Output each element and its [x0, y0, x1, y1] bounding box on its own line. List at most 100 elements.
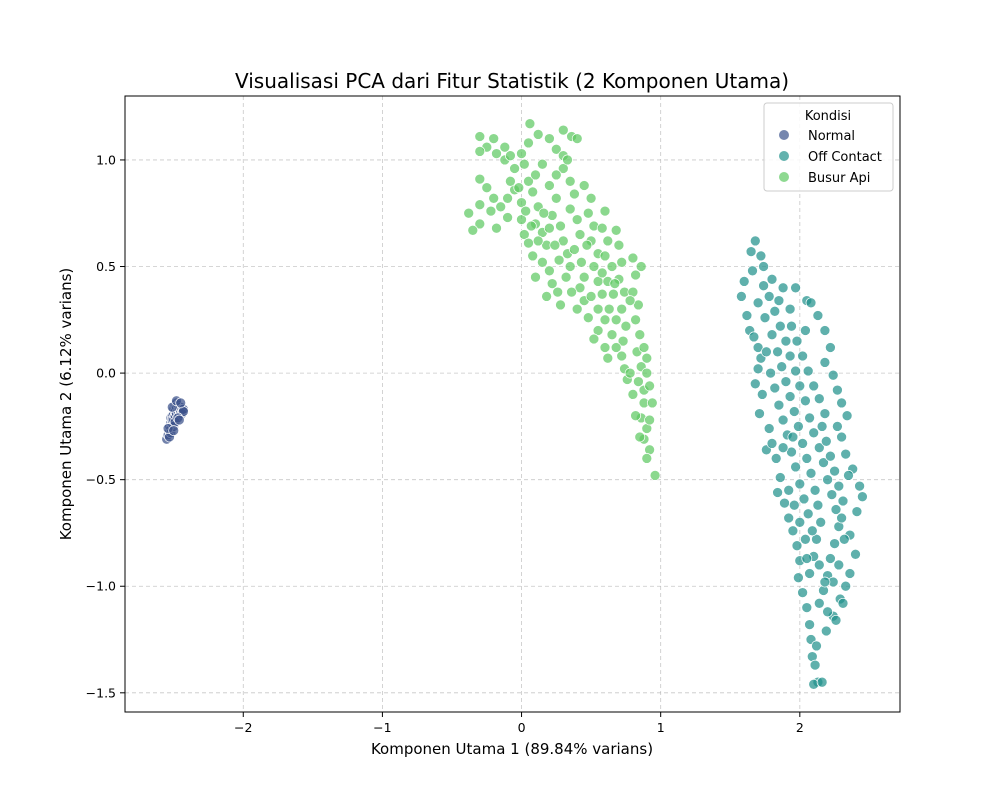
point-off-contact [779, 497, 790, 509]
point-busur-api [505, 175, 516, 187]
point-busur-api [557, 163, 569, 174]
point-busur-api [616, 303, 628, 315]
y-tick-label: 1.0 [96, 152, 116, 167]
point-off-contact [783, 484, 795, 496]
point-off-contact [811, 533, 822, 545]
point-busur-api [624, 295, 636, 306]
point-normal [168, 425, 180, 436]
point-off-contact [745, 246, 757, 257]
point-off-contact [843, 470, 854, 481]
point-off-contact [816, 676, 828, 688]
point-off-contact [816, 421, 828, 432]
point-busur-api [578, 271, 590, 283]
point-busur-api [564, 203, 576, 215]
point-off-contact [830, 504, 842, 515]
point-busur-api [571, 133, 583, 144]
point-busur-api [509, 163, 520, 174]
plot-frame [124, 95, 901, 713]
point-off-contact [770, 453, 782, 464]
point-off-contact [806, 525, 818, 537]
point-busur-api [599, 205, 611, 217]
point-busur-api [627, 389, 639, 400]
y-tick-label: −0.5 [86, 472, 116, 487]
point-off-contact [805, 297, 817, 309]
point-off-contact [825, 450, 836, 462]
point-off-contact [800, 533, 811, 545]
point-off-contact [752, 342, 764, 353]
point-busur-api [550, 192, 562, 204]
point-off-contact [832, 421, 843, 432]
point-off-contact [780, 335, 792, 347]
grid [125, 96, 900, 712]
point-busur-api [485, 205, 497, 217]
point-normal [173, 414, 185, 426]
point-busur-api [606, 329, 618, 341]
point-busur-api [516, 148, 527, 159]
point-busur-api [524, 118, 536, 130]
point-off-contact [776, 361, 788, 373]
legend-label-normal: Normal [808, 129, 855, 144]
legend-marker-off-contact [779, 151, 789, 161]
point-busur-api [541, 291, 552, 302]
y-tick-label: 0.5 [96, 259, 116, 274]
point-busur-api [641, 367, 653, 379]
point-busur-api [544, 133, 555, 144]
point-off-contact [819, 576, 831, 588]
point-off-contact [836, 431, 847, 443]
point-off-contact [813, 597, 825, 609]
point-off-contact [774, 472, 786, 483]
point-off-contact [761, 346, 772, 358]
point-off-contact [811, 640, 822, 652]
point-off-contact [838, 533, 850, 545]
point-busur-api [585, 291, 597, 302]
point-off-contact [758, 261, 769, 272]
point-busur-api [564, 261, 576, 272]
point-busur-api [474, 173, 486, 185]
point-busur-api [649, 470, 661, 481]
point-off-contact [784, 350, 796, 362]
point-off-contact [772, 487, 783, 498]
point-busur-api [499, 141, 511, 153]
point-busur-api [603, 303, 615, 315]
point-normal [175, 397, 187, 409]
point-busur-api [574, 229, 586, 240]
point-busur-api [463, 207, 475, 219]
point-busur-api [599, 250, 611, 262]
point-off-contact [829, 538, 840, 549]
point-busur-api [505, 150, 516, 162]
x-tick-label: 0 [518, 720, 526, 735]
point-busur-api [552, 286, 564, 298]
point-off-contact [812, 310, 824, 321]
point-busur-api [544, 222, 555, 234]
point-off-contact [826, 489, 838, 500]
point-off-contact [819, 325, 831, 336]
y-axis-label: Komponen Utama 2 (6.12% varians) [57, 268, 75, 541]
point-busur-api [602, 352, 614, 364]
point-busur-api [638, 342, 650, 353]
point-off-contact [738, 276, 750, 287]
point-off-contact [815, 516, 827, 528]
point-busur-api [474, 131, 486, 142]
point-busur-api [610, 314, 622, 326]
point-busur-api [537, 256, 548, 268]
point-busur-api [574, 282, 586, 294]
point-off-contact [749, 235, 761, 247]
point-off-contact [790, 282, 801, 294]
point-off-contact [851, 506, 863, 517]
legend-marker-normal [779, 130, 789, 140]
point-off-contact [850, 548, 861, 560]
point-busur-api [599, 314, 611, 326]
point-off-contact [829, 465, 840, 477]
point-off-contact [756, 389, 768, 400]
point-off-contact [765, 367, 776, 379]
point-off-contact [825, 553, 836, 564]
point-busur-api [555, 220, 566, 232]
point-busur-api [564, 175, 576, 187]
legend-marker-busur-api [779, 172, 789, 182]
point-busur-api [562, 154, 573, 166]
point-busur-api [646, 397, 658, 409]
point-busur-api [488, 192, 500, 204]
point-busur-api [518, 229, 530, 240]
point-off-contact [808, 380, 820, 392]
point-off-contact [777, 282, 789, 294]
